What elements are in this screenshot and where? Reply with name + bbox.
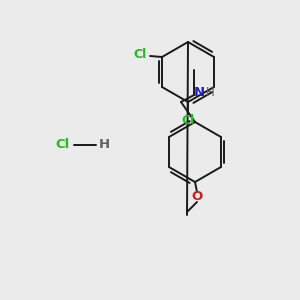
Text: N: N	[194, 85, 205, 98]
Text: Cl: Cl	[134, 49, 147, 62]
Text: Cl: Cl	[182, 113, 195, 127]
Text: H: H	[98, 139, 110, 152]
Text: Cl: Cl	[55, 139, 69, 152]
Text: H: H	[206, 86, 214, 100]
Text: O: O	[191, 190, 203, 203]
